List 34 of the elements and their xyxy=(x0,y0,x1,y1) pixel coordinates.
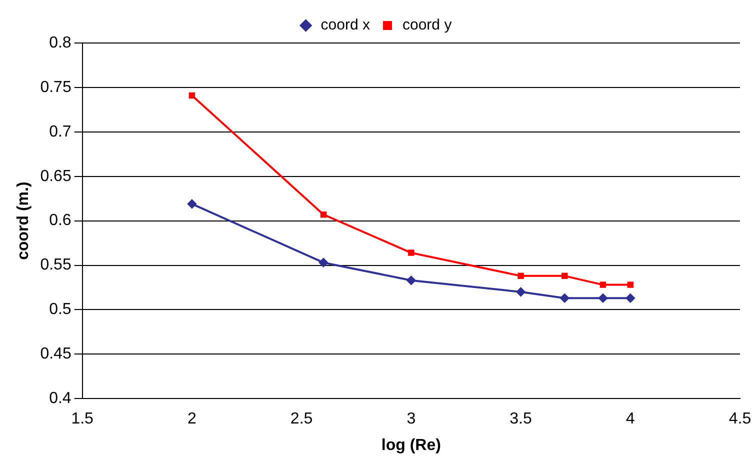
x-tick-label: 4 xyxy=(626,410,635,428)
x-axis-title: log (Re) xyxy=(381,436,441,454)
point xyxy=(560,294,570,303)
y-tick-label: 0.45 xyxy=(40,346,72,363)
point xyxy=(406,276,416,285)
y-tick-label: 0.55 xyxy=(40,256,72,274)
x-tick-label: 3 xyxy=(406,410,416,428)
y-tick-label: 0.5 xyxy=(49,301,72,318)
point xyxy=(318,258,328,268)
y-tick-label: 0.4 xyxy=(49,390,72,408)
y-tick-label: 0.65 xyxy=(40,168,72,185)
point xyxy=(600,282,606,288)
x-tick-label: 2.5 xyxy=(290,410,313,428)
y-axis-title: coord (m.) xyxy=(15,182,32,260)
point xyxy=(626,294,635,303)
y-tick-label: 0.8 xyxy=(49,34,72,52)
point xyxy=(187,199,196,208)
x-tick-label: 4.5 xyxy=(728,410,752,428)
point xyxy=(562,272,568,280)
x-tick-label: 2 xyxy=(187,410,196,428)
point xyxy=(598,294,608,303)
point xyxy=(408,250,414,256)
y-tick-label: 0.6 xyxy=(49,212,72,230)
x-tick-label: 3.5 xyxy=(510,410,532,428)
y-tick-label: 0.7 xyxy=(49,123,72,140)
point xyxy=(516,287,526,296)
legend-label: coord y xyxy=(402,16,452,34)
point xyxy=(320,211,327,218)
y-tick-label: 0.75 xyxy=(40,78,72,96)
point xyxy=(188,92,196,99)
x-tick-label: 1.5 xyxy=(71,410,94,428)
point xyxy=(627,282,634,288)
legend-label: coord x xyxy=(320,16,370,34)
point xyxy=(518,272,524,280)
